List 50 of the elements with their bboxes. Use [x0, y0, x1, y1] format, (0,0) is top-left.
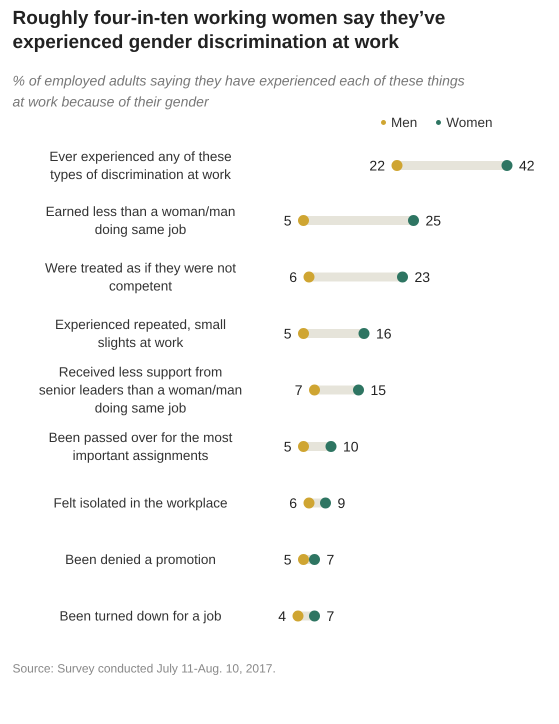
data-label: 5 [284, 438, 292, 454]
legend-label: Men [391, 114, 418, 130]
point [304, 272, 314, 282]
y-tick-label: Been denied a promotion [65, 552, 216, 567]
data-label: 7 [294, 382, 303, 398]
chart-title: Roughly four-in-ten working women say they’ve experienced gender discrimination at work [12, 8, 446, 53]
data-label: 7 [326, 608, 334, 624]
point [408, 215, 419, 226]
data-label: 5 [284, 552, 292, 568]
point [309, 554, 320, 565]
data-label: 23 [414, 269, 430, 285]
point [309, 610, 320, 622]
y-tick-label: Earned less than a woman/man doing same job [46, 204, 236, 237]
data-label: 15 [370, 382, 386, 398]
point [353, 384, 364, 396]
y-tick-label: Received less support from senior leaders than a woman/man doing same job [38, 364, 242, 416]
point [298, 554, 309, 565]
point [298, 328, 309, 339]
data-label: 5 [284, 212, 292, 228]
data-label: 6 [289, 269, 298, 285]
point [298, 215, 309, 226]
point [320, 498, 331, 508]
point [358, 328, 370, 339]
y-tick-label: Felt isolated in the workplace [53, 496, 228, 510]
point [292, 610, 304, 622]
data-label: 5 [284, 326, 292, 342]
data-label: 22 [369, 158, 386, 174]
chart-subtitle: % of employed adults saying they have experienced each of these things at work because of their gender [12, 72, 465, 110]
data-label: 7 [326, 552, 334, 568]
point [392, 160, 402, 171]
data-label: 10 [343, 438, 359, 454]
point [326, 441, 336, 452]
point [502, 160, 512, 171]
legend-label: Women [446, 114, 493, 130]
data-label: 42 [519, 158, 535, 174]
y-tick-label: Experienced repeated, small slights at work [54, 317, 226, 350]
data-label: 9 [338, 495, 346, 511]
point [397, 272, 408, 282]
y-tick-label: Were treated as if they were not competent [44, 260, 236, 294]
y-tick-label: Been turned down for a job [59, 608, 222, 624]
data-label: 4 [278, 608, 286, 624]
y-tick-label: Ever experienced any of these types of discrimination at work [49, 149, 232, 182]
data-label: 25 [426, 212, 442, 228]
point [304, 498, 314, 508]
point [298, 441, 309, 452]
y-tick-label: Been passed over for the most important assignments [48, 430, 233, 463]
data-label: 16 [376, 326, 392, 342]
data-label: 6 [289, 495, 298, 511]
source-note: Source: Survey conducted July 11-Aug. 10, 2017. [12, 662, 276, 676]
point [309, 384, 320, 396]
